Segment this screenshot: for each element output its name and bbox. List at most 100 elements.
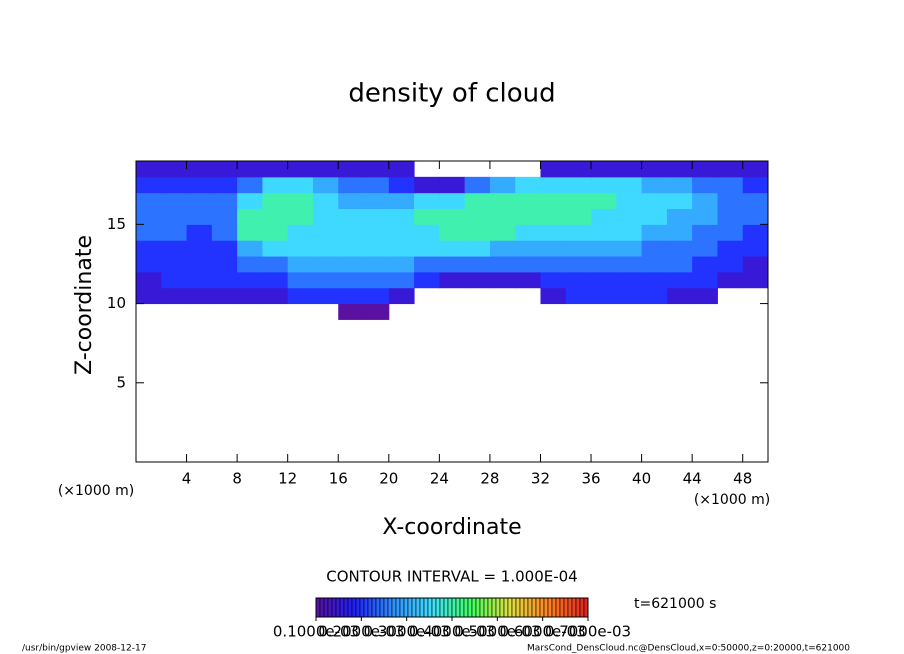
- heat-cell: [338, 287, 365, 305]
- heat-cell: [161, 224, 188, 241]
- heat-cell: [666, 271, 693, 289]
- colorbar-stripe: [323, 597, 329, 618]
- heat-cell: [616, 224, 643, 241]
- heat-cell: [591, 224, 617, 241]
- heat-cell: [363, 240, 390, 257]
- colorbar-stripe: [563, 597, 569, 618]
- colorbar-stripe: [327, 597, 333, 618]
- heat-cell: [540, 208, 567, 225]
- heat-cell: [363, 161, 390, 178]
- heat-cell: [464, 192, 491, 210]
- heat-cell: [464, 240, 491, 257]
- heat-cell: [388, 224, 415, 241]
- heat-cell: [717, 240, 744, 257]
- heat-cell: [717, 176, 744, 194]
- x-tick-label: 36: [581, 470, 600, 488]
- heat-cell: [565, 287, 592, 305]
- heat-cell: [414, 240, 440, 257]
- colorbar-tick-label: 0.1000e-03: [273, 623, 359, 641]
- heat-cell: [338, 161, 365, 178]
- heat-cell: [742, 240, 769, 257]
- heat-cell: [616, 208, 643, 225]
- x-tick-label: 4: [182, 470, 192, 488]
- heat-cell: [464, 208, 491, 225]
- heat-cell: [186, 161, 213, 178]
- heat-cell: [540, 240, 567, 257]
- heat-cell: [616, 256, 643, 273]
- x-tick-label: 24: [430, 470, 449, 488]
- heat-cell: [136, 224, 162, 241]
- colorbar-stripe: [331, 597, 337, 618]
- heat-cell: [388, 240, 415, 257]
- colorbar-stripe: [411, 597, 417, 618]
- colorbar-stripe: [359, 597, 365, 618]
- heat-cell: [338, 303, 365, 320]
- colorbar-stripe: [431, 597, 437, 618]
- heat-cell: [363, 208, 390, 225]
- colorbar-stripe: [543, 597, 549, 618]
- heat-cell: [237, 287, 263, 305]
- heat-cell: [692, 208, 718, 225]
- colorbar-stripe: [355, 597, 361, 618]
- heat-cell: [211, 208, 238, 225]
- heat-cell: [515, 208, 541, 225]
- heat-cell: [515, 256, 541, 273]
- x-tick-label: 44: [683, 470, 702, 488]
- heat-cell: [237, 192, 263, 210]
- heat-cell: [489, 240, 516, 257]
- colorbar-stripe: [471, 597, 477, 618]
- colorbar-stripe: [419, 597, 425, 618]
- heat-cell: [186, 271, 213, 289]
- colorbar-stripe: [343, 597, 349, 618]
- colorbar-tick-label: 0.5000e-03: [454, 623, 540, 641]
- heat-cell: [287, 192, 314, 210]
- heat-cell: [211, 287, 238, 305]
- heat-cell: [692, 240, 718, 257]
- colorbar-stripe: [371, 597, 377, 618]
- heat-cell: [717, 224, 744, 241]
- colorbar-stripe: [575, 597, 581, 618]
- colorbar-stripe: [415, 597, 421, 618]
- colorbar-stripe: [319, 597, 325, 618]
- heat-cell: [161, 287, 188, 305]
- x-tick-label: 12: [278, 470, 297, 488]
- heat-cell: [439, 208, 466, 225]
- heat-cell: [161, 271, 188, 289]
- heat-cell: [666, 208, 693, 225]
- colorbar-stripe: [535, 597, 541, 618]
- heat-cell: [742, 208, 769, 225]
- colorbar-stripe: [551, 597, 557, 618]
- heat-cell: [540, 256, 567, 273]
- x-tick-label: 32: [531, 470, 550, 488]
- heat-cell: [717, 271, 744, 289]
- heat-cell: [287, 208, 314, 225]
- heat-cell: [717, 161, 744, 178]
- heat-cell: [464, 224, 491, 241]
- heat-cell: [565, 161, 592, 178]
- colorbar-stripe: [459, 597, 465, 618]
- heat-cell: [641, 161, 668, 178]
- heat-cell: [742, 176, 769, 194]
- colorbar-stripe: [583, 597, 589, 618]
- chart-title: density of cloud: [348, 79, 555, 109]
- heat-cell: [489, 192, 516, 210]
- heat-cell: [666, 256, 693, 273]
- heat-cell: [692, 176, 718, 194]
- heat-cell: [161, 176, 188, 194]
- heat-cell: [262, 224, 289, 241]
- heat-cell: [211, 176, 238, 194]
- heat-cell: [363, 224, 390, 241]
- heat-cell: [641, 240, 668, 257]
- heat-cell: [692, 256, 718, 273]
- heat-cell: [692, 224, 718, 241]
- colorbar-stripe: [519, 597, 525, 618]
- heat-cell: [742, 161, 769, 178]
- heat-cell: [515, 240, 541, 257]
- heat-cell: [641, 224, 668, 241]
- heat-cell: [237, 208, 263, 225]
- heat-cell: [262, 271, 289, 289]
- heat-cell: [565, 271, 592, 289]
- heat-cell: [237, 256, 263, 273]
- colorbar-stripe: [531, 597, 537, 618]
- colorbar-tick-label: 0.3000e-03: [364, 623, 450, 641]
